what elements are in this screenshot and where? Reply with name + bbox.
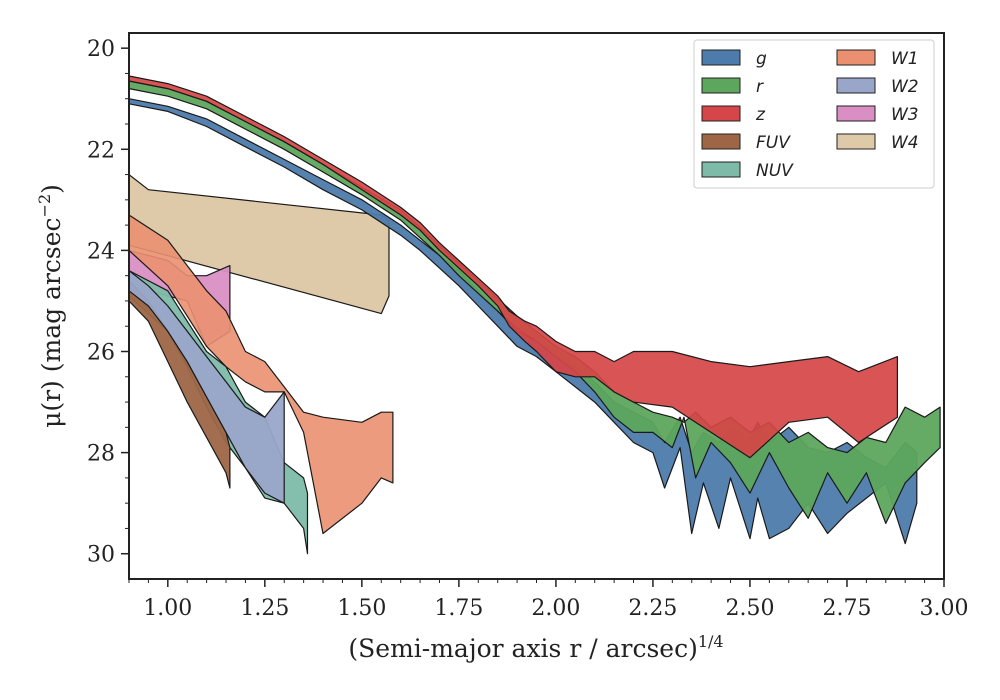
legend-label: NUV [756, 161, 794, 181]
y-tick-label: 28 [87, 442, 115, 467]
band-w2 [128, 270, 285, 504]
x-tick-label: 2.50 [725, 596, 774, 621]
legend-label: W2 [891, 77, 919, 97]
x-tick-label: 3.00 [920, 596, 969, 621]
y-axis-label: μ(r) (mag arcsec−2) [35, 184, 66, 428]
legend-label: g [756, 49, 767, 69]
y-tick-label: 30 [87, 543, 115, 568]
band-w1 [128, 214, 394, 535]
legend-swatch [701, 49, 741, 66]
legend-label: FUV [756, 133, 791, 153]
legend-label: W1 [891, 49, 919, 69]
x-tick-label: 1.00 [143, 596, 192, 621]
legend-swatch [836, 49, 876, 66]
legend-label: W4 [891, 133, 919, 153]
legend-swatch [701, 105, 741, 122]
legend-swatch [701, 161, 741, 178]
x-tick-label: 1.75 [434, 596, 483, 621]
x-tick-label: 1.25 [240, 596, 289, 621]
legend-label: r [756, 77, 764, 97]
legend-swatch [836, 77, 876, 94]
x-tick-label: 2.75 [822, 596, 871, 621]
y-tick-label: 24 [87, 239, 115, 264]
legend-label: W3 [891, 105, 919, 125]
band-z [128, 75, 899, 459]
y-axis: 20 22 24 26 28 30 [87, 37, 129, 568]
legend-swatch [701, 133, 741, 150]
x-tick-label: 2.00 [531, 596, 580, 621]
x-tick-label: 2.25 [628, 596, 677, 621]
legend-box [693, 39, 935, 189]
legend-swatch [836, 105, 876, 122]
bands-layer [128, 75, 941, 555]
legend-swatch [836, 133, 876, 150]
y-tick-label: 22 [87, 138, 115, 163]
legend-swatch [701, 77, 741, 94]
legend-label: z [755, 105, 766, 125]
legend: grz FUV NUV W1 W2 W3 W4 [693, 39, 935, 189]
y-tick-label: 26 [87, 341, 115, 366]
y-tick-label: 20 [87, 37, 115, 62]
x-tick-label: 1.50 [337, 596, 386, 621]
x-axis: 1.00 1.25 1.50 1.75 2.00 2.25 2.50 2.75 3.00 [128, 579, 969, 621]
x-axis-label: (Semi-major axis r / arcsec)1/4 [348, 632, 723, 663]
